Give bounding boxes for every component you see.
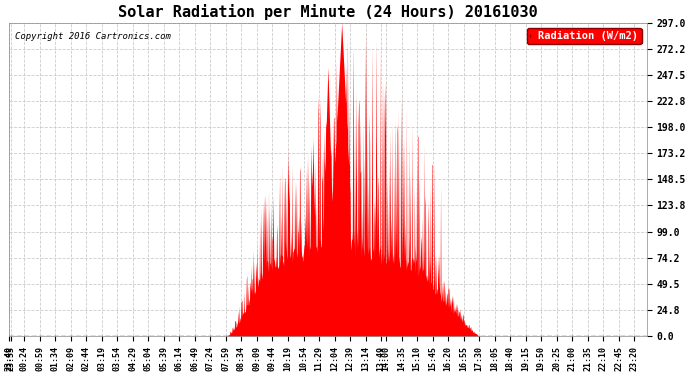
Text: Copyright 2016 Cartronics.com: Copyright 2016 Cartronics.com (15, 32, 171, 41)
Legend: Radiation (W/m2): Radiation (W/m2) (527, 28, 642, 44)
Title: Solar Radiation per Minute (24 Hours) 20161030: Solar Radiation per Minute (24 Hours) 20… (118, 4, 538, 20)
